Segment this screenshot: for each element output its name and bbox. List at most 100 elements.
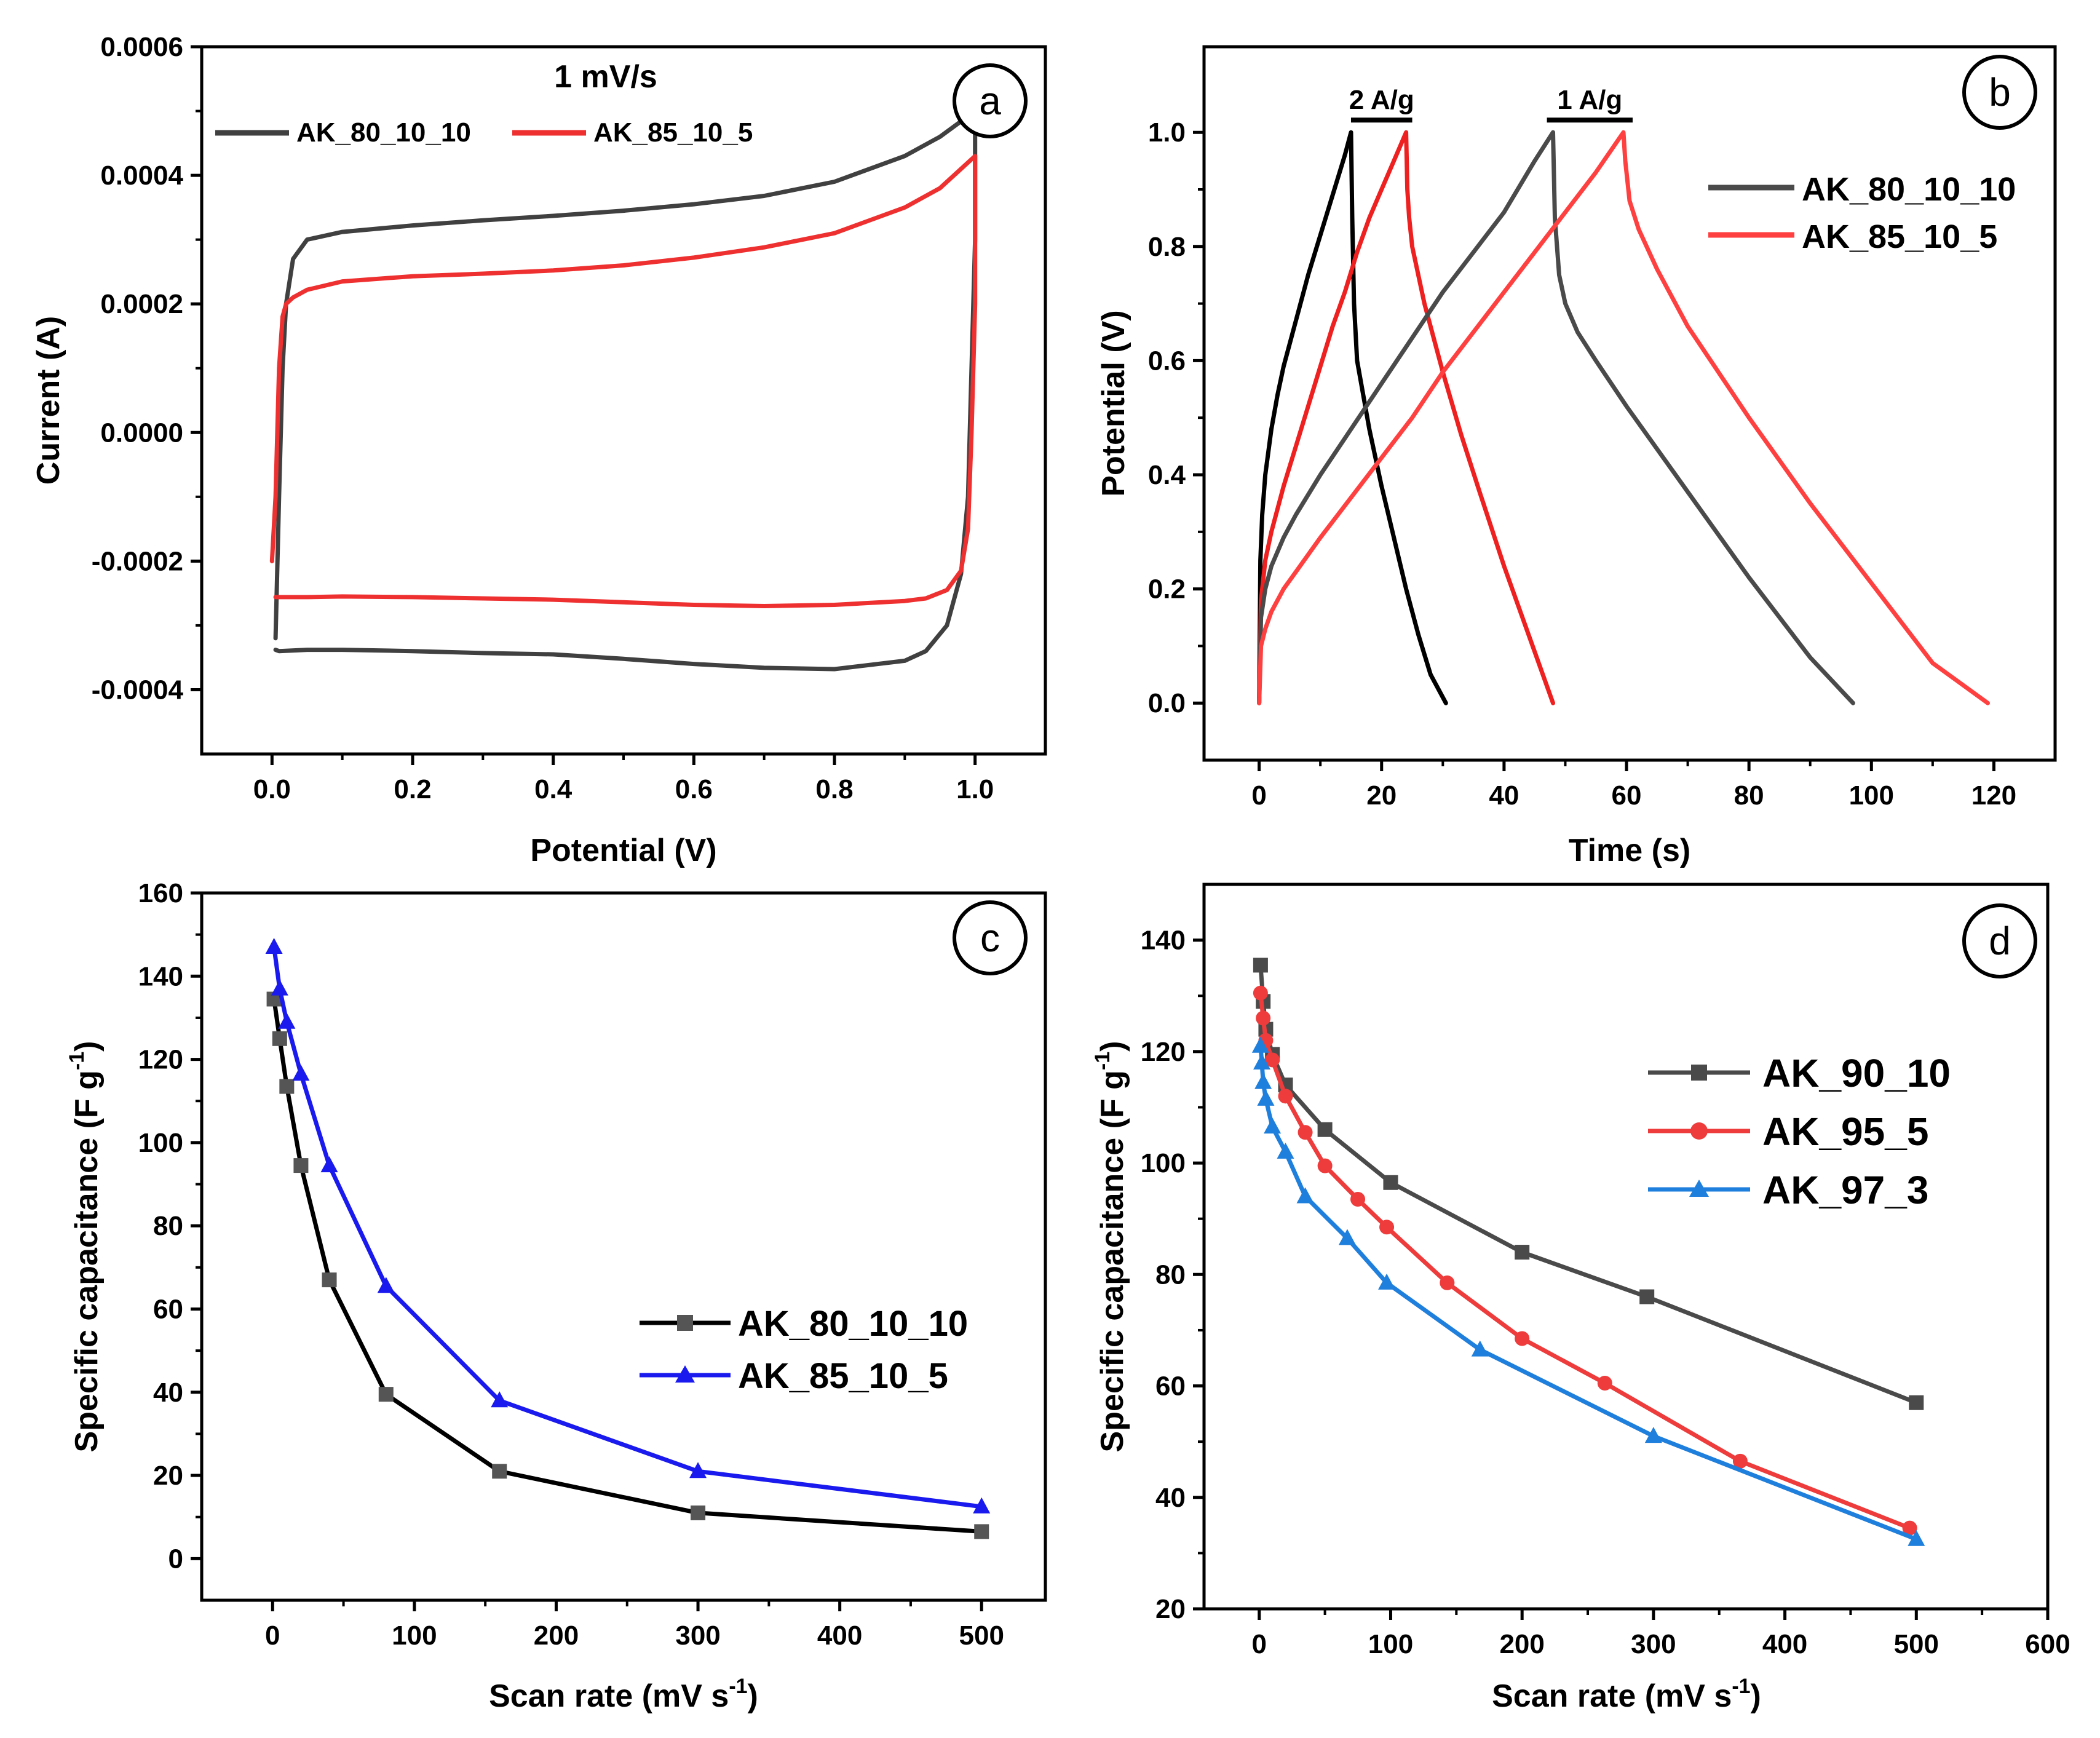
legend-marker-circle [1690,1122,1708,1140]
panel-d-plot-frame [1202,883,2050,1611]
x-tick-label: 1.0 [956,774,994,804]
data-point [1251,1036,1269,1053]
data-point [1383,1175,1398,1190]
y-tick-label: -0.0004 [92,675,184,705]
data-point [378,1387,394,1402]
data-point [1597,1376,1612,1391]
x-tick-label: 60 [1612,780,1642,811]
panel-c-capacitance-chart: 0 100 200 300 400 500 0 20 40 60 80 100 120 140 160 AK… [65,878,1047,1714]
x-tick-label: 0 [1252,1629,1267,1659]
y-tick-label: -0.0002 [92,546,183,576]
panel-b-ylabel: Potential (V) [1096,310,1131,496]
panel-b-badge: b [1962,55,2037,130]
y-tick-label: 0.6 [1148,346,1186,376]
data-point [1515,1331,1530,1346]
legend-marker-triangle [675,1365,695,1383]
x-tick-label: 100 [1368,1629,1413,1659]
x-tick-label: 0.2 [394,774,431,804]
data-point [1264,1117,1282,1134]
panel-a-series [269,109,978,672]
panel-b-series [1257,130,1990,705]
y-tick-label: 60 [1155,1371,1186,1402]
y-tick-label: 140 [1141,926,1186,956]
y-tick-label: 0.0000 [100,418,183,448]
panel-c-ylabel: Specific capacitance (F g-1) [65,1041,105,1453]
legend-label-ak-85-10-5: AK_85_10_5 [1802,218,1997,255]
data-point [1256,1010,1271,1026]
y-tick-label: 0.4 [1148,460,1186,490]
legend-label-ak-85-10-5: AK_85_10_5 [738,1356,948,1396]
x-tick-label: 300 [675,1621,720,1651]
svg-text:c: c [980,916,1000,960]
x-tick-label: 0.8 [815,774,853,804]
panel-b-ticks: 0 20 40 60 80 100 120 0.0 0.2 0.4 0.6 0.8 1.0 [1148,117,2016,811]
data-point [293,1158,309,1173]
series-line-ak-80-10-10 [1257,130,1855,705]
panel-c-xlabel: Scan rate (mV s-1) [489,1675,758,1714]
y-tick-label: 60 [153,1294,183,1324]
data-point [1254,1073,1272,1089]
series-line-ak-85-10-5 [1257,130,1990,705]
series-line-ak-80-10-10 [273,109,978,672]
data-point [973,1497,991,1514]
panel-b-legend: AK_80_10_10 AK_85_10_5 [1708,171,2016,255]
data-point [1278,1089,1293,1104]
legend-label-ak-80-10-10: AK_80_10_10 [296,117,471,148]
x-tick-label: 100 [392,1621,437,1651]
panel-d-xlabel: Scan rate (mV s-1) [1492,1675,1761,1714]
x-tick-label: 0.0 [253,774,291,804]
y-tick-label: 0.0004 [100,161,183,191]
x-tick-label: 40 [1489,780,1519,811]
data-point [1265,1052,1280,1068]
x-tick-label: 20 [1366,780,1397,811]
legend-marker-triangle [1689,1180,1709,1197]
panel-d-legend: AK_90_10 AK_95_5 AK_97_3 [1648,1051,1951,1212]
data-point [278,1012,296,1029]
data-point [1909,1395,1924,1410]
legend-label-ak-85-10-5: AK_85_10_5 [593,117,753,148]
data-point [1298,1125,1313,1140]
data-point [1296,1187,1314,1204]
x-tick-label: 200 [1499,1629,1544,1659]
panel-a-xlabel: Potential (V) [530,833,716,868]
data-point [491,1391,509,1408]
y-tick-label: 0.0006 [100,32,183,62]
data-point [1257,1089,1275,1106]
panel-b-gcd-chart: 0 20 40 60 80 100 120 0.0 0.2 0.4 0.6 0.8 1.0 2 A/g 1… [1096,45,2057,868]
x-tick-label: 400 [1762,1629,1807,1659]
y-tick-label: 0 [168,1544,183,1574]
data-point [279,1079,295,1094]
panel-a-ylabel: Current (A) [31,316,66,485]
y-tick-label: 20 [1155,1594,1186,1624]
panel-d-series [1251,958,1925,1546]
annotation-label: 2 A/g [1349,85,1414,115]
data-point [1350,1191,1366,1207]
data-point [1908,1530,1925,1546]
y-tick-label: 80 [153,1211,183,1241]
x-tick-label: 100 [1849,780,1894,811]
panel-c-ticks: 0 100 200 300 400 500 0 20 40 60 80 100 120 140 160 [138,878,1004,1651]
data-point [1253,985,1268,1001]
data-point [1515,1245,1530,1260]
panel-a-legend: AK_80_10_10 AK_85_10_5 [215,117,753,148]
data-point [492,1464,507,1479]
data-point [1378,1273,1396,1290]
data-point [1902,1520,1917,1536]
panel-b-plot-frame [1202,45,2057,762]
legend-label-ak-80-10-10: AK_80_10_10 [1802,171,2016,208]
panel-c-plot-frame [200,891,1047,1602]
legend-label-ak-97-3: AK_97_3 [1762,1168,1928,1212]
data-point [1253,958,1268,973]
y-tick-label: 140 [138,961,183,991]
series-line-ak-85-10-5 [272,945,984,1509]
x-tick-label: 0.6 [675,774,713,804]
y-tick-label: 0.2 [1148,574,1186,605]
x-tick-label: 200 [534,1621,579,1651]
y-tick-label: 0.8 [1148,232,1186,262]
x-tick-label: 80 [1734,780,1764,811]
data-point [322,1272,337,1288]
data-point [292,1065,310,1081]
x-tick-label: 0 [1251,780,1266,811]
data-point [1644,1427,1662,1443]
